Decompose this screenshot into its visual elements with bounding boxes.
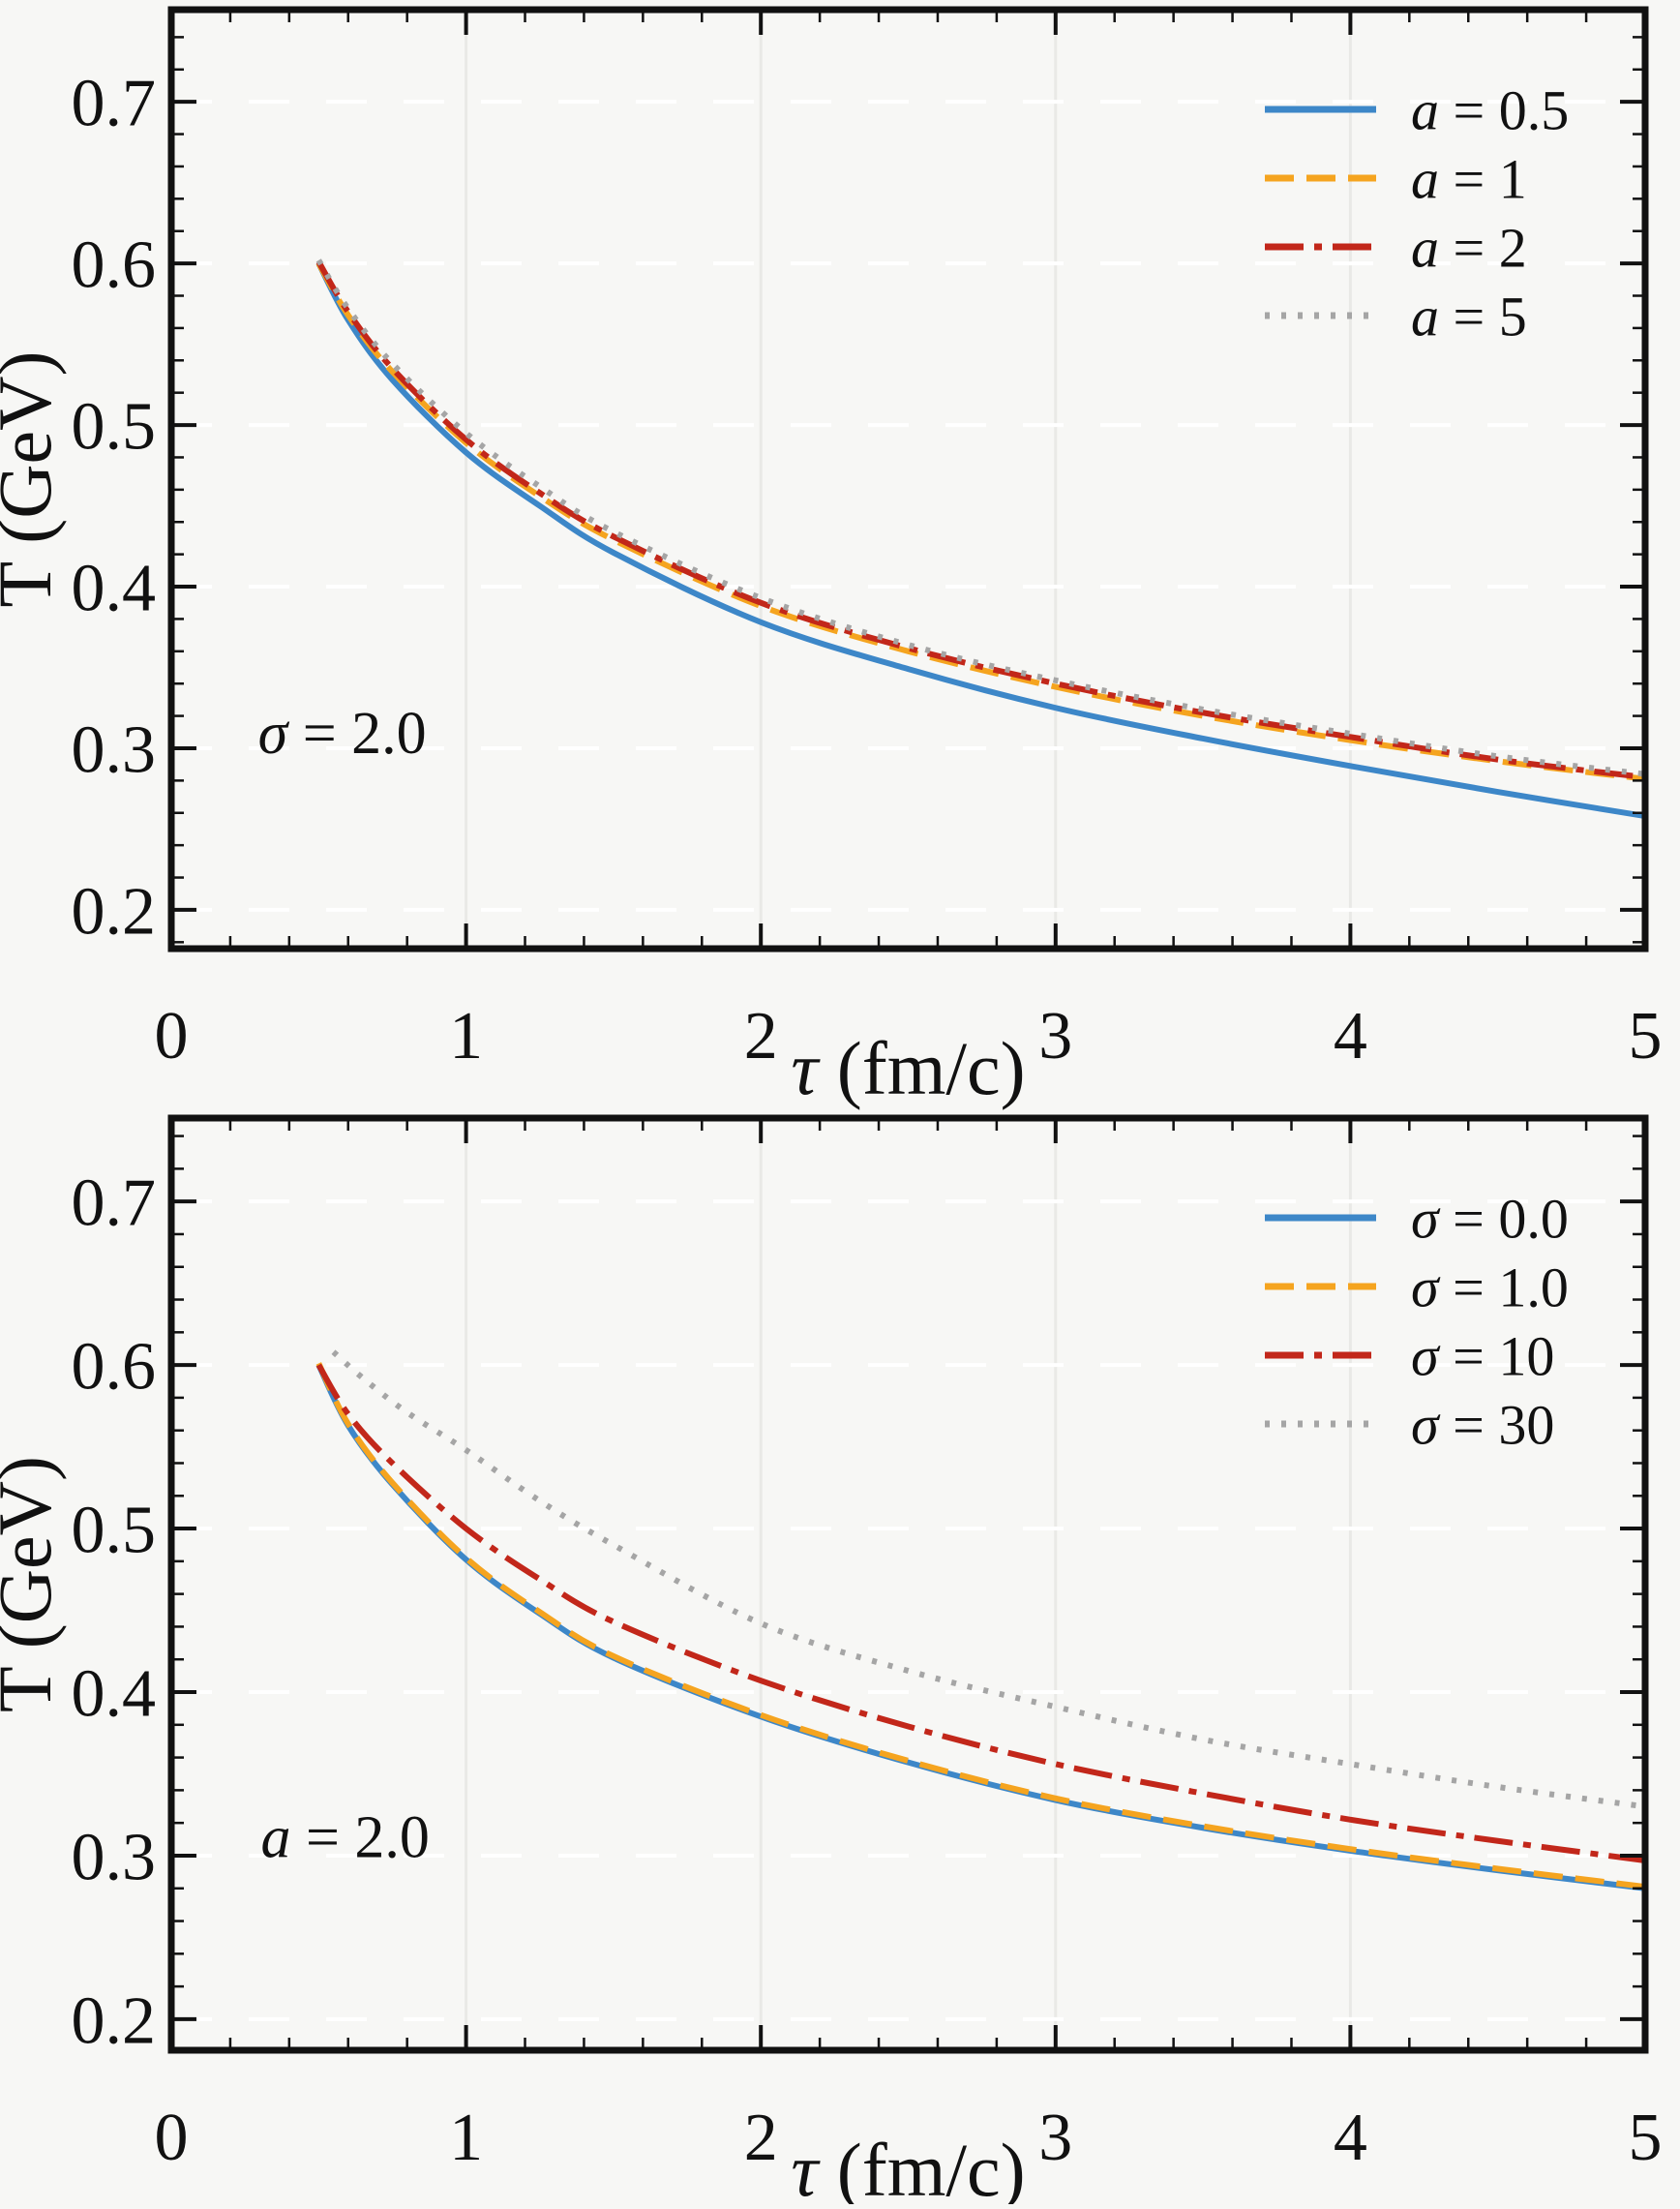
y-tick-label: 0.7 bbox=[72, 1166, 157, 1241]
gridlines bbox=[171, 1118, 1645, 2050]
x-tick-label: 5 bbox=[1629, 2101, 1663, 2175]
annotation-value: = 2.0 bbox=[287, 701, 426, 767]
legend-label: σ = 10 bbox=[1411, 1324, 1554, 1387]
x-tick-label: 2 bbox=[744, 999, 778, 1074]
annotation-symbol: a bbox=[260, 1804, 290, 1870]
ticks bbox=[169, 10, 1647, 949]
legend-label-value: = 0.5 bbox=[1439, 78, 1569, 141]
legend: σ = 0.0σ = 1.0σ = 10σ = 30 bbox=[1265, 1187, 1569, 1456]
y-axis-label: T (GeV) bbox=[0, 351, 67, 608]
gridlines bbox=[171, 10, 1645, 949]
legend-item: σ = 0.0 bbox=[1265, 1187, 1569, 1250]
legend-label: a = 0.5 bbox=[1411, 78, 1569, 141]
legend-label: a = 2 bbox=[1411, 216, 1527, 279]
x-tick-label: 4 bbox=[1334, 2101, 1367, 2175]
x-axis-units: (fm/c) bbox=[818, 1026, 1025, 1110]
legend-label-symbol: a bbox=[1411, 285, 1439, 348]
tick-labels: 0 1 2 3 4 5 0.2 0.3 0.4 0.5 0.6 0.7 bbox=[72, 67, 1663, 1074]
x-axis-symbol: τ bbox=[791, 2128, 821, 2204]
legend-label-value: = 10 bbox=[1439, 1324, 1555, 1387]
legend-label-value: = 0.0 bbox=[1439, 1187, 1569, 1250]
curves bbox=[315, 258, 1646, 820]
x-tick-label: 1 bbox=[449, 999, 483, 1074]
x-tick-label: 4 bbox=[1334, 999, 1367, 1074]
y-tick-label: 0.6 bbox=[72, 228, 157, 303]
y-tick-label: 0.5 bbox=[72, 1494, 157, 1568]
annotation: σ = 2.0 bbox=[258, 701, 427, 767]
x-tick-label: 1 bbox=[449, 2101, 483, 2175]
legend-label: σ = 30 bbox=[1411, 1393, 1554, 1456]
legend-label-symbol: σ bbox=[1411, 1393, 1441, 1456]
y-tick-label: 0.7 bbox=[72, 67, 157, 141]
legend-label-symbol: a bbox=[1411, 216, 1439, 279]
legend-label-symbol: a bbox=[1411, 147, 1439, 210]
ticks bbox=[169, 1118, 1647, 2050]
legend-label-value: = 1.0 bbox=[1439, 1256, 1569, 1318]
legend-label: σ = 0.0 bbox=[1411, 1187, 1569, 1250]
curve-σ=1.0 bbox=[315, 1362, 1646, 1891]
y-tick-label: 0.2 bbox=[72, 1983, 157, 2058]
legend-item: a = 2 bbox=[1265, 216, 1527, 279]
x-axis-label: τ (fm/c) bbox=[791, 1026, 1025, 1110]
annotation-value: = 2.0 bbox=[290, 1804, 429, 1870]
legend-label: σ = 1.0 bbox=[1411, 1256, 1569, 1318]
legend: a = 0.5a = 1a = 2a = 5 bbox=[1265, 78, 1569, 348]
legend-item: a = 5 bbox=[1265, 285, 1527, 348]
legend-label-value: = 5 bbox=[1439, 285, 1527, 348]
tick-labels: 0 1 2 3 4 5 0.2 0.3 0.4 0.5 0.6 0.7 bbox=[72, 1166, 1663, 2175]
plot-frame bbox=[167, 1114, 1649, 2054]
y-axis-label: T (GeV) bbox=[0, 1456, 67, 1712]
legend-item: σ = 10 bbox=[1265, 1324, 1554, 1387]
x-axis-symbol: τ bbox=[791, 1026, 821, 1110]
legend-label-symbol: a bbox=[1411, 78, 1439, 141]
annotation: a = 2.0 bbox=[260, 1804, 429, 1870]
curve-σ=10 bbox=[315, 1363, 1646, 1863]
x-tick-label: 3 bbox=[1038, 2101, 1072, 2175]
curves bbox=[315, 1349, 1646, 1891]
y-tick-label: 0.3 bbox=[72, 712, 157, 787]
legend-item: a = 1 bbox=[1265, 147, 1527, 210]
legend-label-symbol: σ bbox=[1411, 1256, 1441, 1318]
panel-1: 0 1 2 3 4 5 0.2 0.3 0.4 0.5 0.6 0.7 τ (fm/c) T (GeV) σ… bbox=[0, 6, 1663, 1110]
curve-a=1 bbox=[315, 261, 1646, 782]
x-tick-label: 0 bbox=[155, 999, 189, 1074]
x-tick-label: 0 bbox=[155, 2101, 189, 2175]
y-tick-label: 0.4 bbox=[72, 552, 157, 626]
legend-label-value: = 2 bbox=[1439, 216, 1527, 279]
legend-item: σ = 30 bbox=[1265, 1393, 1554, 1456]
legend-item: a = 0.5 bbox=[1265, 78, 1569, 141]
x-axis-units: (fm/c) bbox=[818, 2128, 1025, 2204]
plot-frame bbox=[167, 6, 1649, 953]
curve-σ=30 bbox=[331, 1349, 1646, 1810]
x-axis-label: τ (fm/c) bbox=[791, 2128, 1025, 2204]
legend-label: a = 5 bbox=[1411, 285, 1527, 348]
legend-label-symbol: σ bbox=[1411, 1324, 1441, 1387]
curve-a=2 bbox=[315, 259, 1646, 781]
y-tick-label: 0.4 bbox=[72, 1657, 157, 1732]
panel-2: 0 1 2 3 4 5 0.2 0.3 0.4 0.5 0.6 0.7 τ (fm/c) T (GeV) a… bbox=[0, 1114, 1663, 2209]
y-tick-label: 0.2 bbox=[72, 874, 157, 949]
x-tick-label: 3 bbox=[1038, 999, 1072, 1074]
legend-label-value: = 1 bbox=[1439, 147, 1527, 210]
annotation-symbol: σ bbox=[258, 701, 290, 767]
legend-label-value: = 30 bbox=[1439, 1393, 1555, 1456]
legend-label-symbol: σ bbox=[1411, 1187, 1441, 1250]
curve-a=0.5 bbox=[315, 261, 1646, 820]
y-tick-label: 0.5 bbox=[72, 390, 157, 465]
y-tick-label: 0.6 bbox=[72, 1330, 157, 1405]
y-tick-label: 0.3 bbox=[72, 1820, 157, 1894]
x-tick-label: 5 bbox=[1629, 999, 1663, 1074]
legend-item: σ = 1.0 bbox=[1265, 1256, 1569, 1318]
legend-label: a = 1 bbox=[1411, 147, 1527, 210]
x-tick-label: 2 bbox=[744, 2101, 778, 2175]
